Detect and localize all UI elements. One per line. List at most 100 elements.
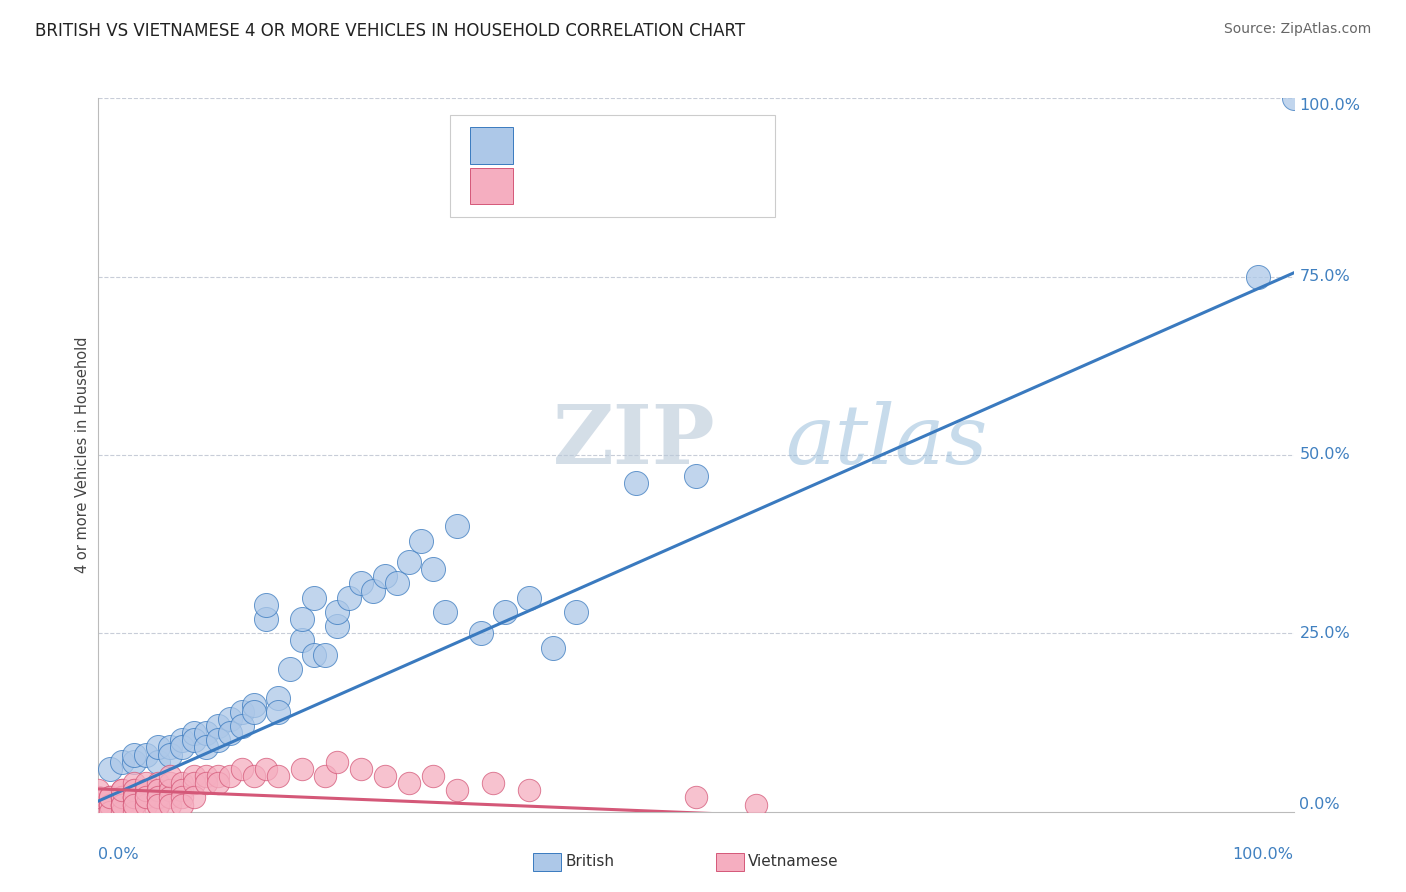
Point [254, 598, 277, 612]
Point [183, 733, 205, 747]
Text: 0.708: 0.708 [569, 136, 621, 154]
Point [148, 783, 170, 797]
Point [124, 797, 146, 812]
Text: ZIP: ZIP [553, 401, 716, 481]
Point [565, 605, 588, 619]
Point [159, 747, 181, 762]
Text: 100.0%: 100.0% [1299, 98, 1361, 113]
Point [315, 648, 337, 662]
Text: -0.365: -0.365 [569, 178, 628, 195]
Point [111, 790, 134, 805]
Point [231, 705, 253, 719]
Point [254, 762, 277, 776]
Point [446, 519, 468, 533]
Point [111, 783, 134, 797]
Point [172, 797, 194, 812]
Point [302, 648, 325, 662]
Text: 0.0%: 0.0% [1299, 797, 1340, 812]
Point [98, 797, 122, 812]
Point [172, 733, 194, 747]
Point [207, 776, 229, 790]
Point [124, 755, 146, 769]
Point [124, 805, 146, 819]
Point [124, 783, 146, 797]
Point [685, 469, 707, 483]
Y-axis label: 4 or more Vehicles in Household: 4 or more Vehicles in Household [75, 336, 90, 574]
Point [231, 762, 253, 776]
Point [422, 769, 444, 783]
Text: atlas: atlas [786, 401, 988, 481]
Point [111, 755, 134, 769]
Point [111, 790, 134, 805]
Point [172, 776, 194, 790]
Point [1282, 91, 1305, 105]
Text: 72: 72 [688, 178, 710, 195]
Point [326, 619, 349, 633]
Point [148, 740, 170, 755]
Point [98, 790, 122, 805]
Point [124, 790, 146, 805]
Point [745, 797, 768, 812]
Text: British: British [565, 855, 614, 869]
Point [194, 740, 217, 755]
Point [278, 662, 301, 676]
Point [183, 790, 205, 805]
Point [98, 805, 122, 819]
Point [135, 790, 157, 805]
Point [194, 769, 217, 783]
Point [159, 797, 181, 812]
Point [87, 790, 110, 805]
Point [172, 790, 194, 805]
Point [315, 769, 337, 783]
Text: 25.0%: 25.0% [1299, 626, 1350, 640]
Point [219, 769, 242, 783]
Point [267, 705, 290, 719]
Point [446, 783, 468, 797]
Point [385, 576, 409, 591]
Point [517, 591, 540, 605]
Text: N =: N = [644, 138, 678, 153]
Point [254, 612, 277, 626]
Text: R =: R = [526, 178, 558, 194]
Point [231, 719, 253, 733]
Point [363, 583, 385, 598]
Text: 50.0%: 50.0% [1299, 448, 1350, 462]
Point [159, 740, 181, 755]
Text: Source: ZipAtlas.com: Source: ZipAtlas.com [1223, 22, 1371, 37]
Point [219, 726, 242, 740]
Point [87, 783, 110, 797]
Point [159, 776, 181, 790]
Text: 54: 54 [688, 136, 710, 154]
Point [98, 790, 122, 805]
Point [135, 783, 157, 797]
Point [111, 797, 134, 812]
Point [172, 740, 194, 755]
Point [374, 769, 396, 783]
Point [124, 776, 146, 790]
Point [433, 605, 456, 619]
Point [243, 769, 266, 783]
Point [111, 797, 134, 812]
Point [207, 719, 229, 733]
Point [219, 712, 242, 726]
Point [135, 790, 157, 805]
Point [159, 790, 181, 805]
Point [135, 776, 157, 790]
Point [337, 591, 360, 605]
Point [148, 776, 170, 790]
Point [398, 776, 420, 790]
Point [207, 733, 229, 747]
Point [135, 783, 157, 797]
Point [243, 698, 266, 712]
Point [148, 790, 170, 805]
Point [111, 790, 134, 805]
Point [194, 776, 217, 790]
Point [685, 790, 707, 805]
Point [148, 755, 170, 769]
Point [302, 591, 325, 605]
Point [87, 797, 110, 812]
Point [374, 569, 396, 583]
Point [326, 605, 349, 619]
Point [183, 769, 205, 783]
Point [411, 533, 433, 548]
